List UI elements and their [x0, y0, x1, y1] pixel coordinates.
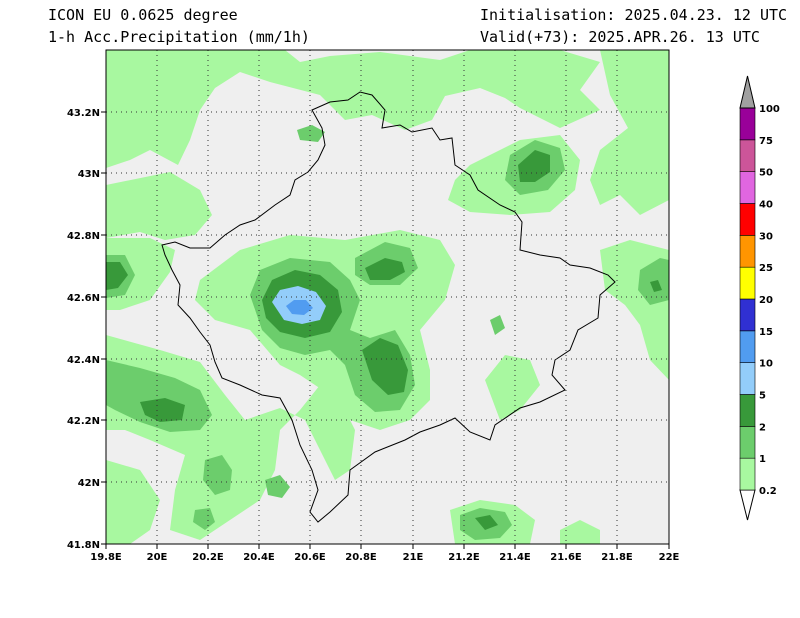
legend-color-band — [739, 457, 756, 491]
legend-color-band — [739, 203, 756, 236]
legend-label: 20 — [759, 295, 773, 306]
legend-color-band — [739, 298, 756, 332]
legend-label: 40 — [759, 200, 773, 211]
field-title: 1-h Acc.Precipitation (mm/1h) — [48, 28, 310, 46]
y-tick-label: 43.2N — [67, 108, 100, 119]
legend-color-band — [739, 362, 756, 395]
legend-underflow-triangle — [739, 489, 756, 521]
legend-color-band — [739, 266, 756, 300]
x-tick-label: 21E — [403, 552, 424, 563]
legend-label: 75 — [759, 136, 773, 147]
legend-label: 30 — [759, 231, 773, 242]
y-tick-label: 41.8N — [67, 540, 100, 551]
y-tick-label: 42N — [78, 478, 100, 489]
legend-overflow-triangle — [739, 75, 756, 109]
x-tick-label: 20.8E — [345, 552, 377, 563]
x-tick-label: 19.8E — [90, 552, 122, 563]
legend-label: 50 — [759, 168, 773, 179]
x-tick-label: 20.2E — [192, 552, 224, 563]
y-tick-label: 42.4N — [67, 355, 100, 366]
legend-color-band — [739, 235, 756, 268]
legend-label: 15 — [759, 327, 773, 338]
legend-label: 100 — [759, 104, 780, 115]
precip-level-15 — [286, 300, 313, 315]
precip-field — [106, 50, 669, 544]
y-tick-label: 42.8N — [67, 231, 100, 242]
legend-label: 10 — [759, 359, 773, 370]
legend-color-band — [739, 394, 756, 427]
x-tick-label: 20E — [147, 552, 168, 563]
legend-color-band — [739, 107, 756, 141]
valid-time: Valid(+73): 2025.APR.26. 13 UTC — [480, 28, 760, 46]
legend-color-band — [739, 330, 756, 363]
x-tick-label: 21.2E — [448, 552, 480, 563]
init-time: Initialisation: 2025.04.23. 12 UTC — [480, 6, 788, 24]
legend-color-band — [739, 139, 756, 172]
legend-label: 5 — [759, 391, 766, 402]
legend-label: 1 — [759, 454, 766, 465]
x-tick-label: 21.8E — [601, 552, 633, 563]
legend-label: 25 — [759, 263, 773, 274]
y-tick-label: 42.2N — [67, 416, 100, 427]
x-tick-label: 22E — [659, 552, 680, 563]
legend-color-band — [739, 426, 756, 459]
x-tick-label: 20.6E — [294, 552, 326, 563]
tick-marks — [101, 111, 670, 549]
legend-label: 0.2 — [759, 486, 777, 497]
y-tick-label: 42.6N — [67, 293, 100, 304]
y-tick-label: 43N — [78, 169, 100, 180]
legend-label: 2 — [759, 422, 766, 433]
model-title: ICON EU 0.0625 degree — [48, 6, 238, 24]
legend-color-band — [739, 171, 756, 204]
country-border — [161, 91, 616, 523]
x-tick-label: 21.6E — [550, 552, 582, 563]
x-tick-label: 21.4E — [499, 552, 531, 563]
x-tick-label: 20.4E — [243, 552, 275, 563]
